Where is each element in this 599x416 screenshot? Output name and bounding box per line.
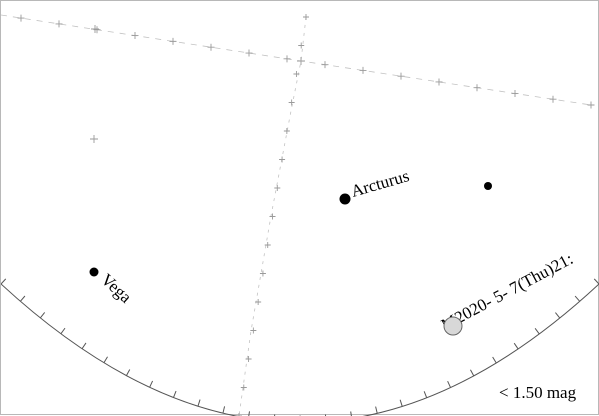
star-vega-marker[interactable] — [90, 268, 99, 277]
horizon-tick — [575, 296, 580, 301]
grid-line-upper — [1, 15, 591, 105]
star-unnamed-marker[interactable] — [484, 182, 492, 190]
horizon-tick — [514, 343, 518, 349]
horizon-tick — [351, 412, 352, 416]
horizon-tick — [104, 357, 108, 363]
grid-cross — [289, 100, 295, 106]
horizon-tick — [470, 370, 473, 376]
grid-cross — [208, 44, 215, 51]
moon-marker[interactable] — [444, 317, 462, 335]
horizon-tick — [61, 328, 65, 334]
grid-cross — [293, 71, 299, 77]
grid-cross — [90, 135, 98, 143]
grid-cross — [279, 157, 285, 163]
grid-cross — [246, 50, 253, 57]
grid-cross — [398, 73, 405, 80]
horizon-tick — [535, 328, 539, 334]
grid-cross — [360, 67, 367, 74]
grid-cross — [512, 90, 519, 97]
star-arcturus-marker[interactable] — [340, 194, 351, 205]
horizon-tick — [82, 343, 86, 349]
horizon-tick — [248, 411, 249, 416]
grid-cross — [241, 385, 247, 391]
horizon-tick — [198, 400, 200, 407]
grid-cross — [170, 38, 177, 45]
magnitude-limit-label: < 1.50 mag — [499, 383, 577, 402]
star-unnamed[interactable] — [484, 182, 492, 190]
horizon-tick — [376, 407, 378, 414]
horizon-tick — [1, 279, 6, 284]
grid-cross — [303, 14, 309, 20]
horizon-tick — [594, 279, 599, 284]
grid-cross — [260, 271, 266, 277]
grid-cross — [250, 328, 256, 334]
star-arcturus-label: Arcturus — [349, 166, 411, 201]
grid-cross — [270, 214, 276, 220]
grid-cross — [322, 61, 329, 68]
horizon-tick — [40, 312, 44, 317]
horizon-tick — [173, 391, 176, 398]
grid-cross — [56, 20, 63, 27]
grid-cross — [297, 57, 305, 65]
grid-cross — [284, 55, 291, 62]
star-vega-label: Vega — [97, 270, 135, 307]
grid-cross — [255, 299, 261, 305]
horizon-tick — [150, 381, 153, 387]
star-arcturus[interactable]: Arcturus — [340, 166, 412, 204]
grid-cross — [550, 96, 557, 103]
horizon-tick — [20, 296, 25, 301]
star-vega[interactable]: Vega — [90, 268, 136, 308]
grid-cross — [474, 84, 481, 91]
horizon-tick — [400, 400, 402, 407]
grid-cross — [284, 128, 290, 134]
grid-cross — [91, 25, 99, 33]
grid-cross — [18, 15, 25, 22]
horizon-tick — [493, 357, 497, 363]
grid-cross — [246, 356, 252, 362]
horizon-tick — [424, 391, 427, 398]
grid-cross — [436, 78, 443, 85]
grid-cross — [132, 32, 139, 39]
horizon-tick — [223, 406, 225, 413]
horizon-tick — [448, 381, 451, 387]
horizon-tick — [555, 313, 559, 318]
grid-cross — [588, 102, 595, 109]
grid-cross — [274, 185, 280, 191]
horizon-tick — [126, 369, 129, 375]
